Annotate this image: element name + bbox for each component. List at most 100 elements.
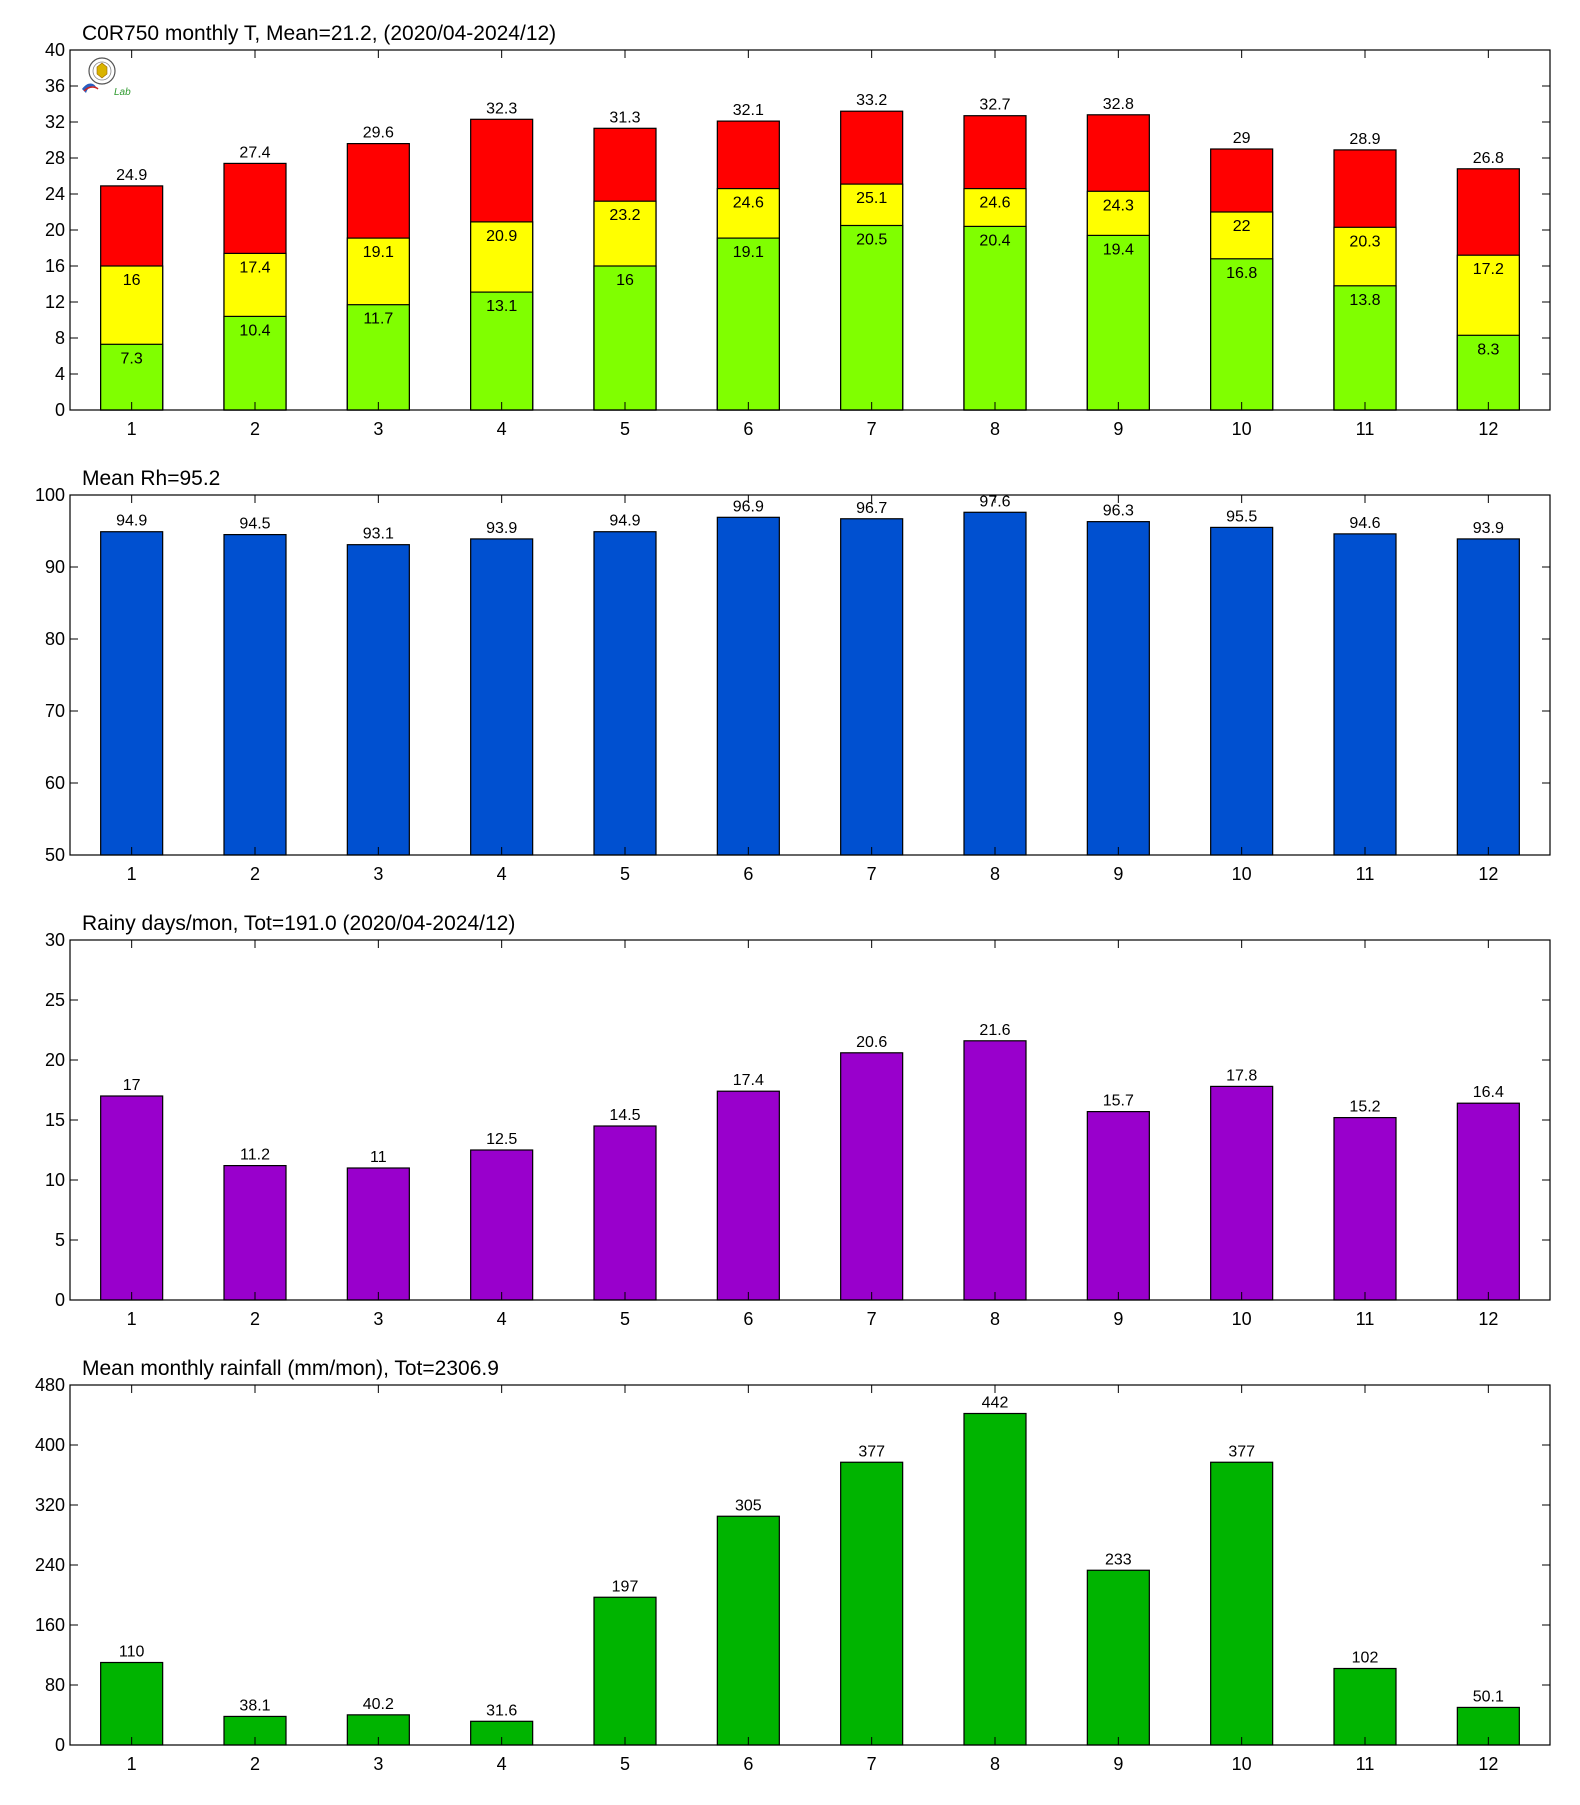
data-label: 96.9: [733, 498, 764, 515]
data-label: 17.2: [1473, 261, 1504, 278]
x-tick-label: 11: [1356, 419, 1375, 439]
bar: [346, 1167, 410, 1301]
y-tick-label: 36: [45, 76, 65, 96]
bar: [1333, 533, 1397, 856]
x-tick-label: 1: [127, 419, 137, 439]
bar: [840, 1461, 904, 1746]
y-tick-label: 20: [45, 220, 65, 240]
data-label: 17.4: [733, 1072, 764, 1089]
bar: [100, 343, 164, 411]
chart-title: Rainy days/mon, Tot=191.0 (2020/04-2024/…: [82, 912, 515, 935]
bar: [593, 531, 657, 856]
bar: [963, 1040, 1027, 1301]
y-tick-label: 16: [45, 256, 65, 276]
y-tick-label: 25: [45, 990, 65, 1010]
data-label: 442: [982, 1395, 1009, 1412]
bar: [470, 538, 534, 856]
y-tick-label: 40: [45, 40, 65, 60]
bar: [100, 1095, 164, 1301]
x-tick-label: 12: [1478, 1309, 1498, 1329]
data-label: 40.2: [363, 1696, 394, 1713]
axes-frame: [69, 49, 1551, 411]
bar: [593, 1125, 657, 1301]
chart-title: Mean Rh=95.2: [82, 467, 220, 490]
x-tick-label: 9: [1113, 419, 1123, 439]
chart-panel-2: Mean Rh=95.2 50 60 70 80 90 100 94.9 94.5 93.1 93.…: [35, 467, 1551, 884]
x-tick-label: 5: [620, 1754, 630, 1774]
bar: [1210, 526, 1274, 856]
y-tick-label: 160: [35, 1615, 65, 1635]
data-label: 16: [123, 272, 141, 289]
data-label: 32.7: [979, 97, 1010, 114]
data-label: 11.7: [363, 311, 393, 328]
bar: [223, 533, 287, 856]
y-tick-label: 80: [45, 1675, 65, 1695]
y-tick-label: 400: [35, 1435, 65, 1455]
data-label: 32.1: [733, 102, 764, 119]
data-label: 233: [1105, 1551, 1132, 1568]
x-tick-label: 5: [620, 864, 630, 884]
bar: [100, 531, 164, 856]
x-tick-label: 2: [250, 1309, 260, 1329]
lab-logo-icon: Lab: [78, 55, 134, 99]
data-label: 24.6: [733, 195, 764, 212]
data-label: 25.1: [856, 190, 887, 207]
data-label: 197: [612, 1578, 639, 1595]
y-tick-label: 30: [45, 930, 65, 950]
data-label: 26.8: [1473, 150, 1504, 167]
bar: [1210, 1085, 1274, 1301]
data-label: 17: [123, 1077, 141, 1094]
data-label: 31.3: [609, 109, 640, 126]
logo-text: Lab: [114, 87, 131, 98]
axes-frame: [69, 1384, 1551, 1746]
data-label: 16.4: [1473, 1084, 1504, 1101]
data-label: 15.2: [1349, 1099, 1380, 1116]
data-label: 11: [370, 1149, 387, 1166]
data-label: 33.2: [856, 92, 887, 109]
x-tick-label: 10: [1232, 1309, 1252, 1329]
x-tick-label: 7: [867, 1309, 877, 1329]
x-tick-label: 6: [743, 419, 753, 439]
x-tick-label: 9: [1113, 864, 1123, 884]
x-tick-label: 2: [250, 1754, 260, 1774]
data-label: 24.6: [979, 195, 1010, 212]
x-tick-label: 11: [1356, 864, 1375, 884]
data-label: 24.9: [116, 167, 147, 184]
data-label: 20.9: [486, 228, 517, 245]
x-tick-label: 4: [497, 864, 507, 884]
data-label: 20.3: [1349, 233, 1380, 250]
data-label: 93.9: [486, 520, 517, 537]
data-label: 94.5: [239, 516, 270, 533]
y-tick-label: 80: [45, 629, 65, 649]
data-label: 15.7: [1103, 1093, 1134, 1110]
bar: [963, 1412, 1027, 1746]
bar: [1086, 521, 1150, 856]
y-tick-label: 90: [45, 557, 65, 577]
y-tick-label: 0: [55, 1735, 65, 1755]
y-tick-label: 32: [45, 112, 65, 132]
y-tick-label: 50: [45, 845, 65, 865]
axes-frame: [69, 939, 1551, 1301]
y-tick-label: 0: [55, 400, 65, 420]
chart-panel-1: C0R750 monthly T, Mean=21.2, (2020/04-20…: [45, 22, 1551, 439]
x-tick-label: 5: [620, 419, 630, 439]
x-tick-label: 9: [1113, 1754, 1123, 1774]
bar: [1333, 1116, 1397, 1301]
x-tick-label: 9: [1113, 1309, 1123, 1329]
data-label: 21.6: [979, 1022, 1010, 1039]
data-label: 305: [735, 1497, 762, 1514]
data-label: 38.1: [239, 1697, 270, 1714]
data-label: 95.5: [1226, 508, 1257, 525]
bar: [1086, 234, 1150, 411]
x-tick-label: 12: [1478, 1754, 1498, 1774]
y-tick-label: 10: [45, 1170, 65, 1190]
bar: [963, 511, 1027, 856]
data-label: 19.4: [1103, 241, 1134, 258]
data-label: 94.6: [1349, 515, 1380, 532]
data-label: 102: [1352, 1650, 1379, 1667]
y-tick-label: 8: [55, 328, 65, 348]
data-label: 32.8: [1103, 96, 1134, 113]
data-label: 13.8: [1349, 292, 1380, 309]
x-tick-label: 1: [127, 864, 137, 884]
x-tick-label: 11: [1356, 1754, 1375, 1774]
